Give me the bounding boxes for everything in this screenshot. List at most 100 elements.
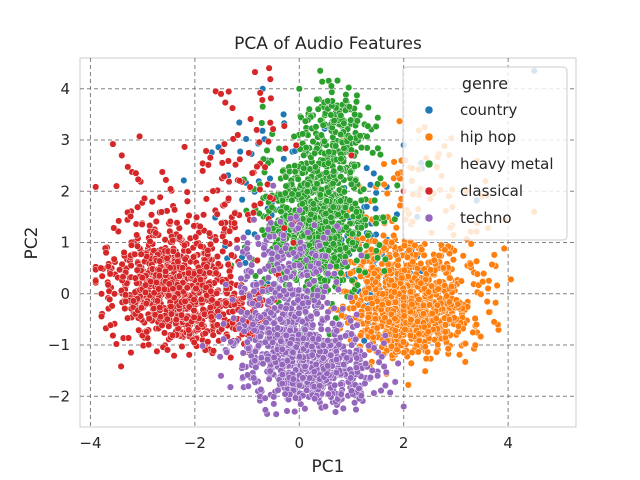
data-point xyxy=(372,189,380,197)
data-point xyxy=(163,254,171,262)
data-point xyxy=(228,104,237,112)
data-point xyxy=(249,321,257,329)
data-point xyxy=(357,196,365,204)
data-point xyxy=(329,319,337,328)
legend-label: heavy metal xyxy=(460,155,554,173)
data-point xyxy=(446,274,454,282)
data-point xyxy=(282,182,290,190)
data-point xyxy=(175,272,183,280)
data-point xyxy=(324,270,332,278)
data-point xyxy=(209,347,218,355)
data-point xyxy=(371,196,379,204)
data-point xyxy=(124,163,132,171)
data-point xyxy=(323,299,331,307)
data-point xyxy=(256,267,264,275)
data-point xyxy=(302,256,310,264)
data-point xyxy=(291,162,299,170)
data-point xyxy=(226,272,235,280)
x-tick-label: −4 xyxy=(79,434,101,452)
data-point xyxy=(290,132,298,141)
data-point xyxy=(236,148,244,156)
data-point xyxy=(346,269,354,277)
data-point xyxy=(301,405,309,413)
data-point xyxy=(314,292,322,300)
data-point xyxy=(230,314,238,322)
data-point xyxy=(180,176,188,184)
data-point xyxy=(184,269,193,277)
data-point xyxy=(247,115,255,123)
data-point xyxy=(318,78,326,86)
data-point xyxy=(361,379,369,387)
data-point xyxy=(316,191,324,199)
data-point xyxy=(196,222,204,230)
data-point xyxy=(170,352,178,360)
data-point xyxy=(250,287,258,295)
data-point xyxy=(258,226,266,234)
data-point xyxy=(430,256,438,264)
data-point xyxy=(280,155,288,163)
legend-marker xyxy=(424,186,434,196)
data-point xyxy=(372,247,380,255)
data-point xyxy=(400,302,408,310)
data-point xyxy=(312,268,320,276)
data-point xyxy=(433,301,441,309)
data-point xyxy=(110,224,118,232)
data-point xyxy=(181,255,189,263)
data-point xyxy=(264,262,272,270)
data-point xyxy=(408,348,416,356)
data-point xyxy=(341,258,349,266)
data-point xyxy=(224,157,232,165)
data-point xyxy=(347,317,355,325)
data-point xyxy=(124,314,132,322)
data-point xyxy=(339,404,347,412)
data-point xyxy=(352,98,361,106)
data-point xyxy=(313,310,321,318)
y-tick-label: 3 xyxy=(60,131,70,149)
data-point xyxy=(213,252,221,261)
x-tick-label: −2 xyxy=(184,434,206,452)
data-point xyxy=(133,242,142,250)
data-point xyxy=(370,389,378,397)
data-point xyxy=(329,240,337,248)
data-point xyxy=(146,237,154,245)
data-point xyxy=(348,276,356,284)
data-point xyxy=(204,161,212,169)
data-point xyxy=(201,329,209,337)
data-point xyxy=(295,331,303,339)
data-point xyxy=(303,386,311,394)
data-point xyxy=(294,175,302,183)
data-point xyxy=(285,281,293,289)
data-point xyxy=(153,297,161,305)
data-point xyxy=(185,211,193,220)
data-point xyxy=(391,326,399,335)
data-point xyxy=(322,218,330,226)
data-point xyxy=(347,151,356,159)
data-point xyxy=(334,210,342,219)
data-point xyxy=(296,353,304,361)
legend-label: country xyxy=(460,101,517,119)
data-point xyxy=(217,219,226,227)
data-point xyxy=(345,103,353,111)
data-point xyxy=(110,290,119,298)
data-point xyxy=(248,169,256,177)
data-point xyxy=(230,219,238,227)
data-point xyxy=(324,362,332,370)
data-point xyxy=(301,362,309,371)
data-point xyxy=(307,312,315,320)
data-point xyxy=(330,167,338,175)
data-point xyxy=(157,208,166,216)
data-point xyxy=(163,346,172,354)
data-point xyxy=(345,84,353,92)
data-point xyxy=(312,252,320,260)
y-tick-label: 0 xyxy=(60,285,70,303)
data-point xyxy=(155,272,163,280)
data-point xyxy=(370,169,378,177)
data-point xyxy=(237,274,245,283)
data-point xyxy=(461,358,469,366)
data-point xyxy=(362,242,370,250)
data-point xyxy=(236,177,244,185)
data-point xyxy=(237,308,245,316)
data-point xyxy=(325,188,333,196)
data-point xyxy=(420,323,429,331)
data-point xyxy=(282,244,290,252)
